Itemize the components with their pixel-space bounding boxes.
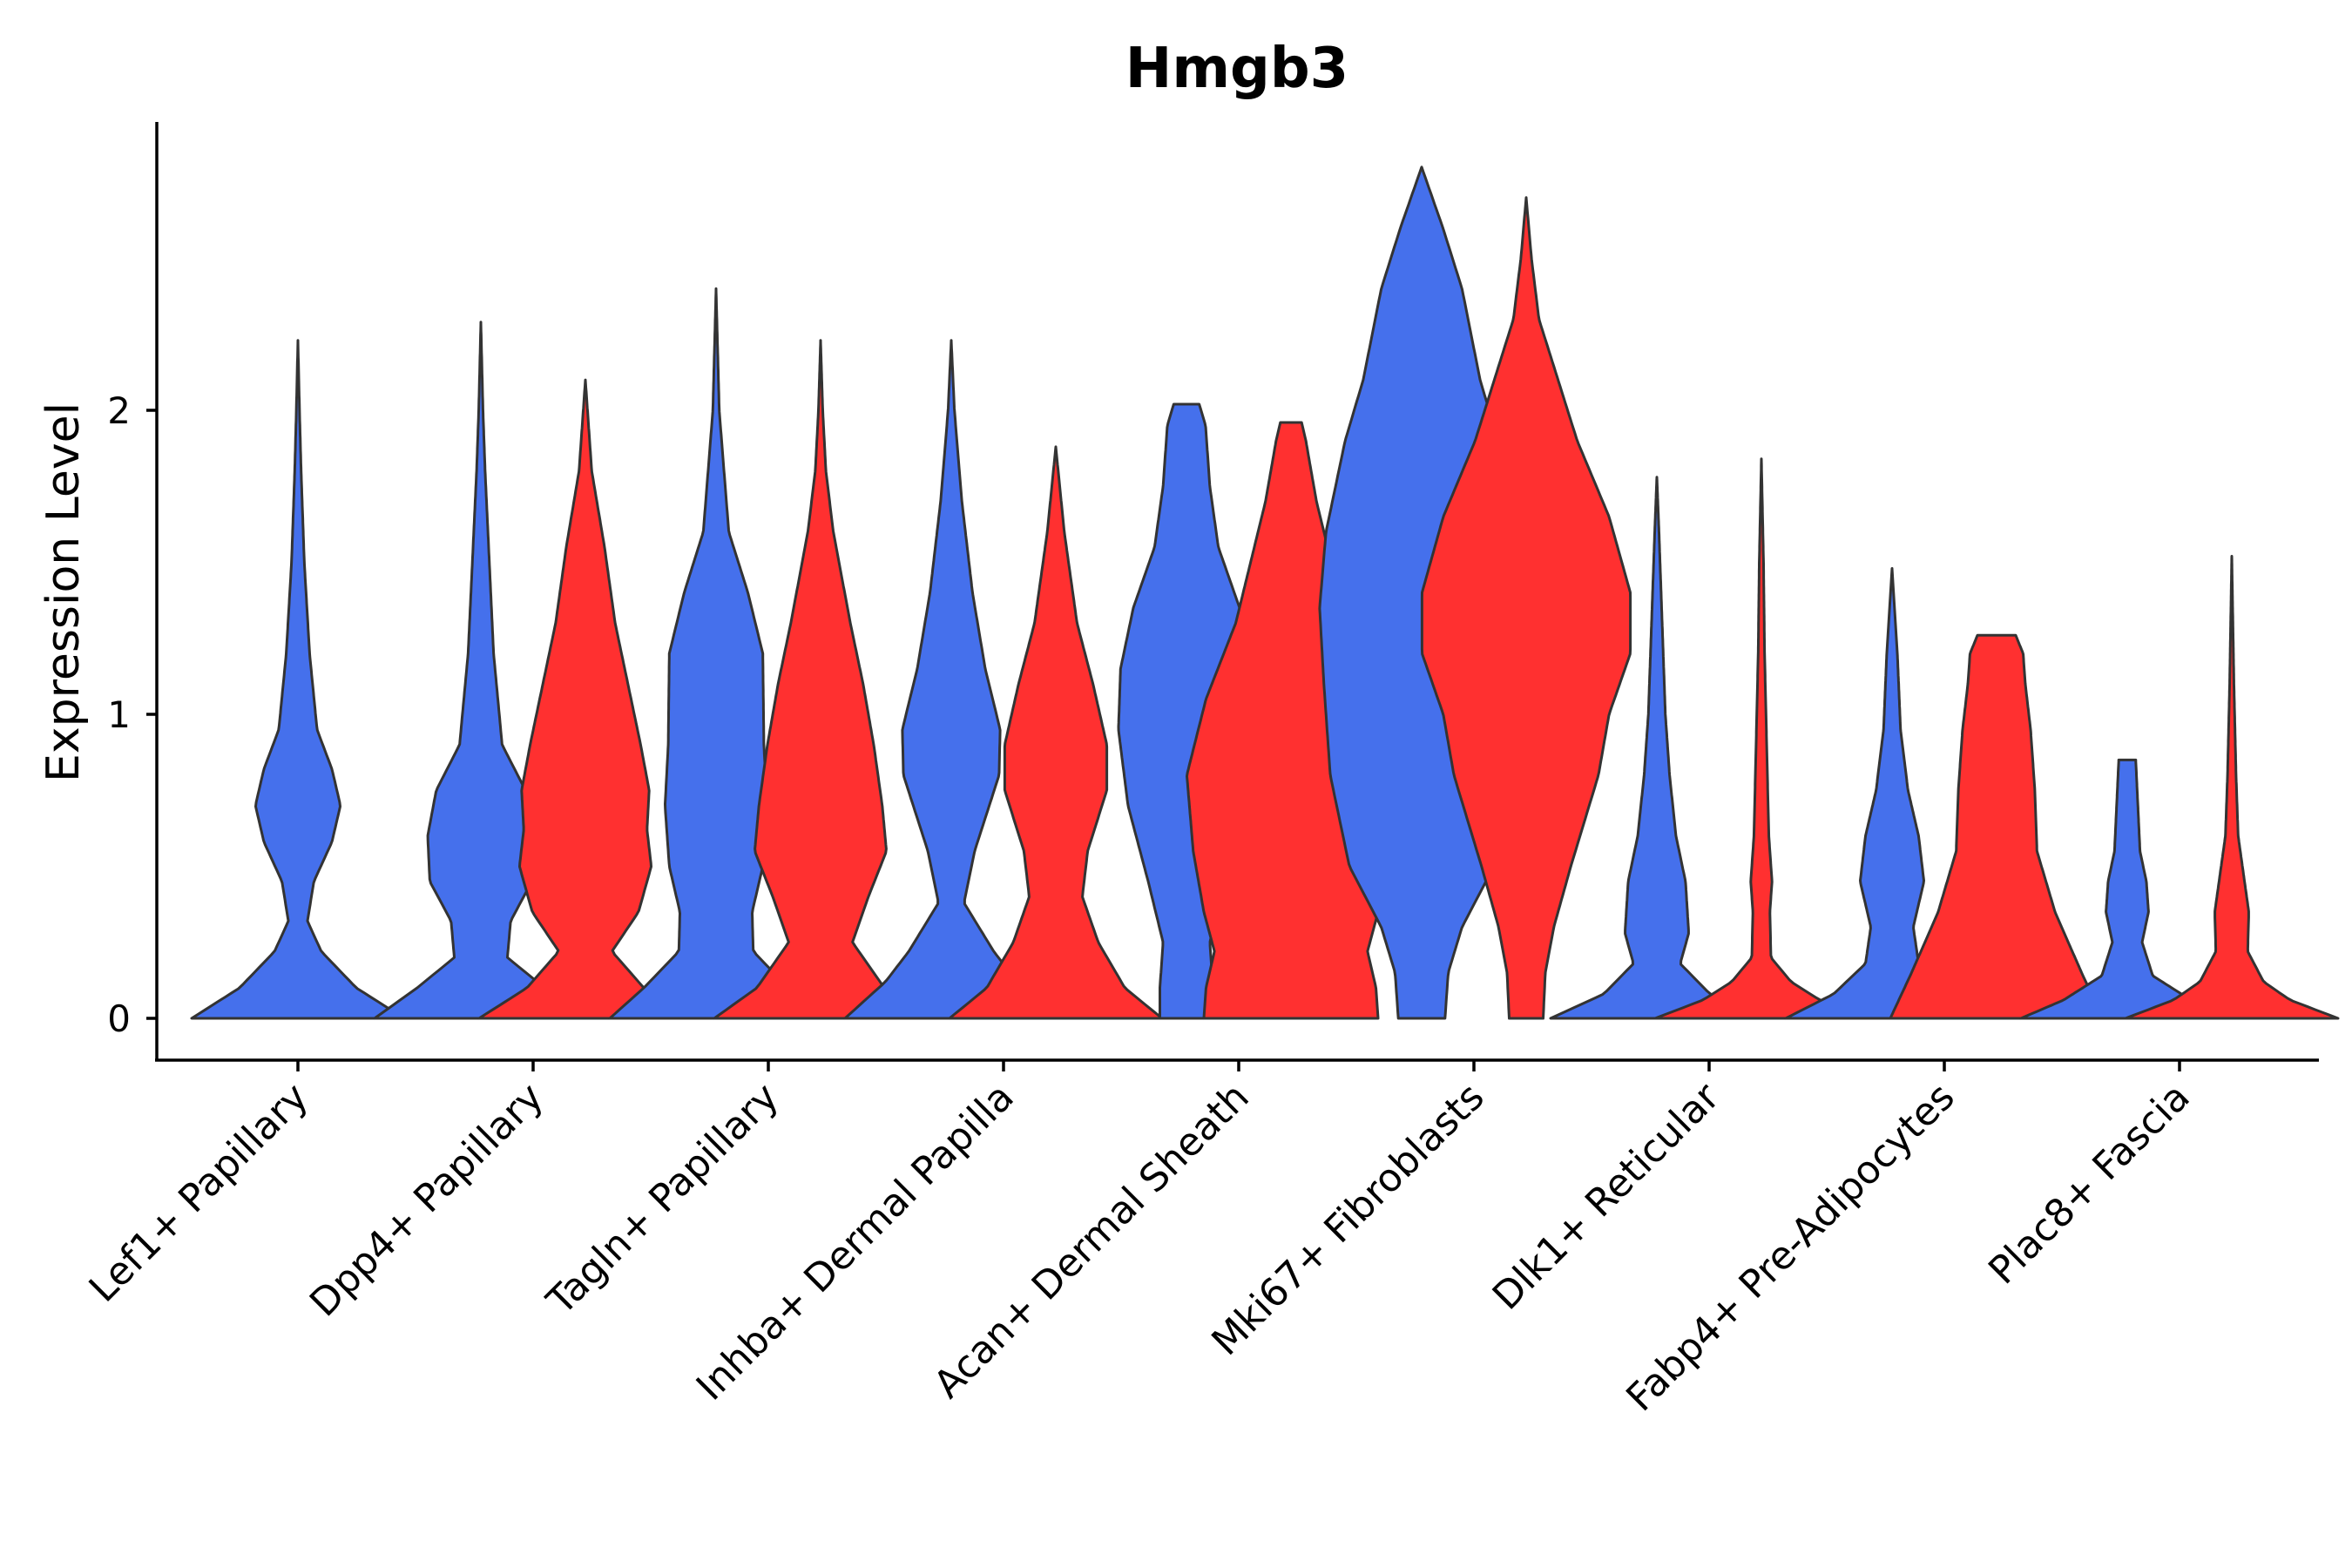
violin-6-0 xyxy=(1549,476,1765,1020)
y-axis-label: Expression Level xyxy=(37,402,90,782)
violin-8-0 xyxy=(2019,758,2235,1020)
x-tick-label: Dlk1+ Reticular xyxy=(1484,1074,1729,1319)
violin-1-1 xyxy=(477,378,693,1020)
violin-7-0 xyxy=(1784,567,2000,1020)
chart-title: Hmgb3 xyxy=(1125,37,1348,101)
violin-5-1 xyxy=(1420,196,1632,1020)
violin-7-1 xyxy=(1889,633,2105,1020)
violin-6-1 xyxy=(1653,457,1869,1020)
x-tick-label: Tagln+ Papillary xyxy=(538,1075,787,1324)
violin-3-0 xyxy=(843,339,1059,1020)
violin-3-1 xyxy=(948,445,1164,1020)
x-tick-label: Lef1+ Papillary xyxy=(81,1075,317,1311)
y-tick-label: 1 xyxy=(107,693,131,736)
violin-2-1 xyxy=(713,339,929,1020)
violins-layer xyxy=(190,166,2340,1020)
y-tick-label: 2 xyxy=(107,389,131,432)
x-tick-label: Dpp4+ Papillary xyxy=(301,1075,552,1326)
x-tick-label: Plac8+ Fascia xyxy=(1980,1075,2199,1294)
y-tick-label: 0 xyxy=(107,997,131,1040)
violin-8-1 xyxy=(2124,555,2340,1020)
y-ticks: 0 1 2 xyxy=(107,389,157,1040)
x-tick-label: Mki67+ Fibroblasts xyxy=(1203,1075,1492,1364)
violin-0-0 xyxy=(190,339,406,1020)
